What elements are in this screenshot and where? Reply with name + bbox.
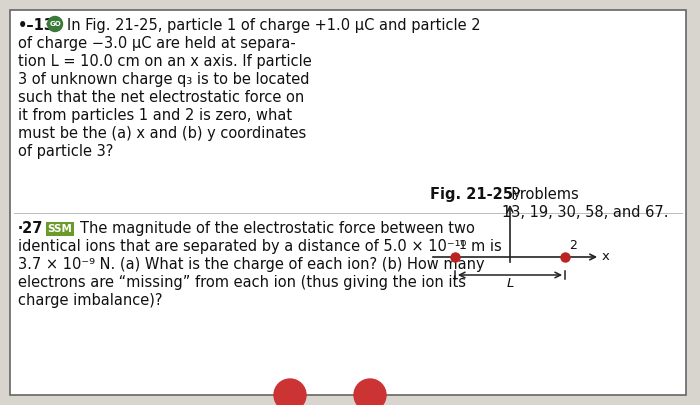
Text: 3 of unknown charge q₃ is to be located: 3 of unknown charge q₃ is to be located: [18, 72, 309, 87]
Text: ‧27: ‧27: [18, 221, 43, 236]
Text: Problems: Problems: [502, 187, 579, 202]
Text: y: y: [513, 187, 521, 200]
Text: In Fig. 21-25, particle 1 of charge +1.0 μC and particle 2: In Fig. 21-25, particle 1 of charge +1.0…: [67, 18, 481, 33]
Text: SSM: SSM: [48, 224, 72, 234]
Text: charge imbalance)?: charge imbalance)?: [18, 293, 162, 308]
Circle shape: [48, 17, 62, 32]
Text: 1: 1: [459, 239, 467, 252]
Text: The magnitude of the electrostatic force between two: The magnitude of the electrostatic force…: [80, 221, 475, 236]
Text: must be the (a) x and (b) y coordinates: must be the (a) x and (b) y coordinates: [18, 126, 307, 141]
Text: Fig. 21-25: Fig. 21-25: [430, 187, 513, 202]
Text: GO: GO: [49, 21, 61, 27]
Text: 3.7 × 10⁻⁹ N. (a) What is the charge of each ion? (b) How many: 3.7 × 10⁻⁹ N. (a) What is the charge of …: [18, 257, 484, 272]
Circle shape: [354, 379, 386, 405]
FancyBboxPatch shape: [46, 222, 74, 236]
FancyBboxPatch shape: [10, 10, 686, 395]
Text: identical ions that are separated by a distance of 5.0 × 10⁻¹⁰ m is: identical ions that are separated by a d…: [18, 239, 502, 254]
Text: L: L: [506, 277, 514, 290]
Text: x: x: [602, 251, 610, 264]
Text: tion L = 10.0 cm on an x axis. If particle: tion L = 10.0 cm on an x axis. If partic…: [18, 54, 312, 69]
Text: •–13: •–13: [18, 18, 55, 33]
Text: 13, 19, 30, 58, and 67.: 13, 19, 30, 58, and 67.: [502, 205, 668, 220]
Text: it from particles 1 and 2 is zero, what: it from particles 1 and 2 is zero, what: [18, 108, 292, 123]
Text: 2: 2: [569, 239, 577, 252]
Text: electrons are “missing” from each ion (thus giving the ion its: electrons are “missing” from each ion (t…: [18, 275, 466, 290]
Circle shape: [274, 379, 306, 405]
Text: of particle 3?: of particle 3?: [18, 144, 113, 159]
Text: such that the net electrostatic force on: such that the net electrostatic force on: [18, 90, 304, 105]
Text: of charge −3.0 μC are held at separa-: of charge −3.0 μC are held at separa-: [18, 36, 295, 51]
